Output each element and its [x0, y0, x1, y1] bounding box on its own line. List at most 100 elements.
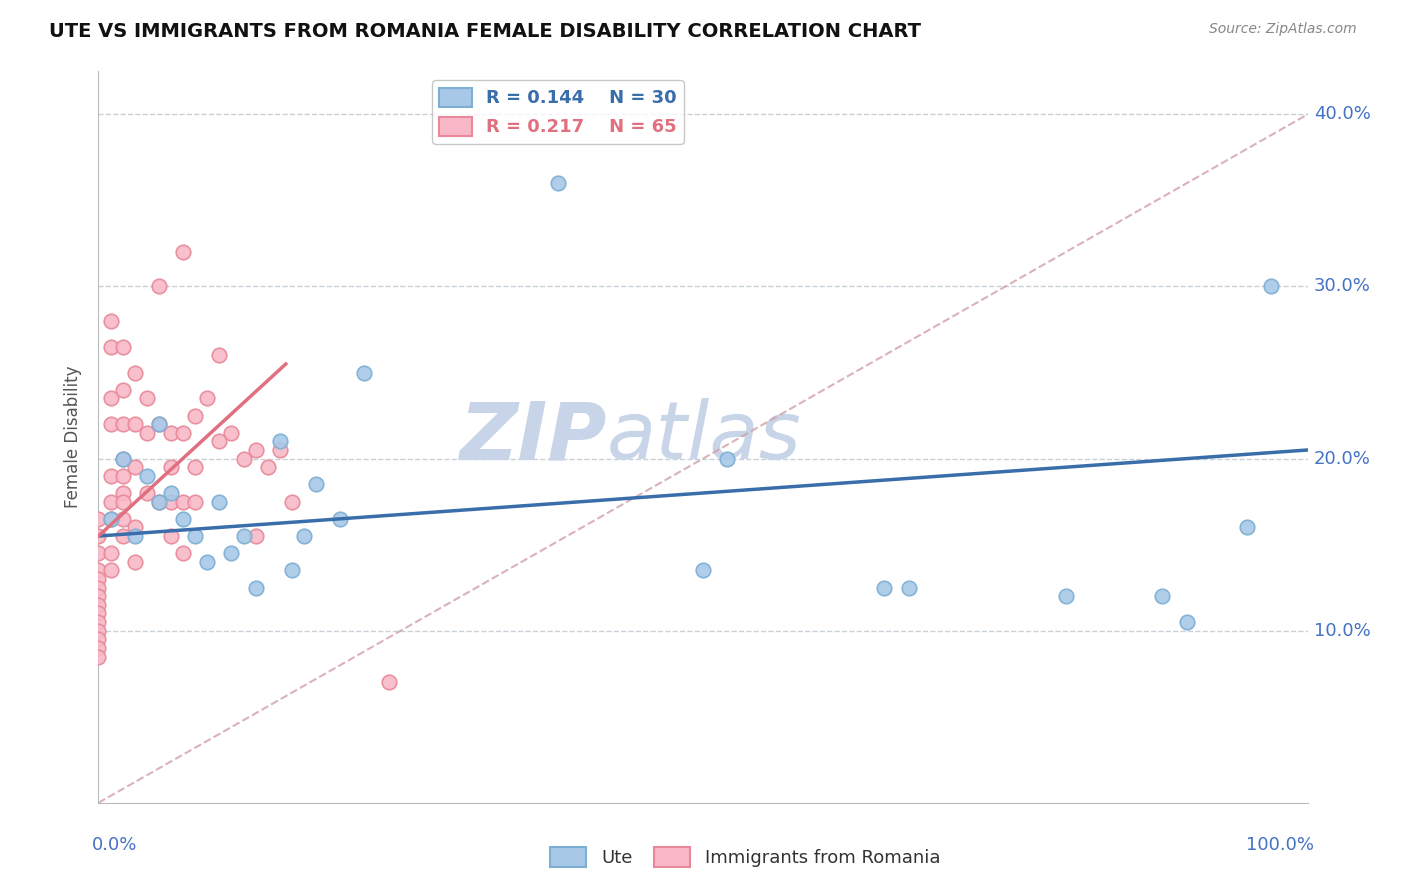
- Point: [269, 442, 291, 457]
- Point: [160, 460, 183, 475]
- Point: [148, 494, 170, 508]
- Point: [87, 564, 110, 578]
- Text: 0.0%: 0.0%: [93, 836, 138, 854]
- Point: [221, 546, 243, 560]
- Point: [172, 494, 194, 508]
- Point: [160, 494, 183, 508]
- Point: [135, 425, 157, 440]
- Point: [100, 314, 122, 328]
- Point: [172, 245, 194, 260]
- Point: [329, 512, 352, 526]
- Point: [87, 607, 110, 621]
- Point: [873, 581, 896, 595]
- Text: ZIP: ZIP: [458, 398, 606, 476]
- Point: [135, 392, 157, 406]
- Point: [208, 494, 231, 508]
- Point: [87, 615, 110, 629]
- Point: [377, 675, 399, 690]
- Point: [87, 640, 110, 655]
- Point: [87, 572, 110, 586]
- Point: [160, 486, 183, 500]
- Point: [305, 477, 328, 491]
- Point: [184, 529, 207, 543]
- Point: [148, 494, 170, 508]
- Point: [716, 451, 738, 466]
- Point: [135, 486, 157, 500]
- Point: [160, 529, 183, 543]
- Point: [100, 564, 122, 578]
- Point: [281, 494, 304, 508]
- Legend: Ute, Immigrants from Romania: Ute, Immigrants from Romania: [543, 839, 948, 874]
- Point: [124, 366, 146, 380]
- Point: [195, 392, 218, 406]
- Point: [692, 564, 714, 578]
- Point: [87, 512, 110, 526]
- Point: [184, 494, 207, 508]
- Point: [160, 425, 183, 440]
- Point: [172, 546, 194, 560]
- Point: [111, 512, 134, 526]
- Point: [100, 512, 122, 526]
- Point: [124, 529, 146, 543]
- Text: 40.0%: 40.0%: [1313, 105, 1371, 123]
- Point: [124, 555, 146, 569]
- Point: [87, 624, 110, 638]
- Point: [111, 468, 134, 483]
- Point: [87, 581, 110, 595]
- Point: [100, 392, 122, 406]
- Point: [148, 279, 170, 293]
- Point: [124, 417, 146, 432]
- Point: [100, 546, 122, 560]
- Point: [1054, 589, 1077, 603]
- Point: [111, 451, 134, 466]
- Point: [195, 555, 218, 569]
- Point: [100, 340, 122, 354]
- Point: [100, 494, 122, 508]
- Point: [87, 649, 110, 664]
- Text: 20.0%: 20.0%: [1313, 450, 1371, 467]
- Point: [87, 546, 110, 560]
- Point: [124, 460, 146, 475]
- Point: [111, 494, 134, 508]
- Point: [232, 451, 254, 466]
- Point: [111, 451, 134, 466]
- Point: [87, 589, 110, 603]
- Point: [172, 425, 194, 440]
- Text: UTE VS IMMIGRANTS FROM ROMANIA FEMALE DISABILITY CORRELATION CHART: UTE VS IMMIGRANTS FROM ROMANIA FEMALE DI…: [49, 22, 921, 41]
- Point: [111, 383, 134, 397]
- Point: [547, 176, 569, 190]
- Point: [245, 442, 267, 457]
- Point: [221, 425, 243, 440]
- Point: [100, 468, 122, 483]
- Point: [208, 348, 231, 362]
- Point: [148, 417, 170, 432]
- Point: [87, 529, 110, 543]
- Point: [100, 417, 122, 432]
- Point: [148, 417, 170, 432]
- Point: [256, 460, 278, 475]
- Text: 10.0%: 10.0%: [1313, 622, 1371, 640]
- Point: [281, 564, 304, 578]
- Text: Source: ZipAtlas.com: Source: ZipAtlas.com: [1209, 22, 1357, 37]
- Point: [1260, 279, 1282, 293]
- Point: [1152, 589, 1174, 603]
- Point: [111, 529, 134, 543]
- Point: [245, 581, 267, 595]
- Text: 30.0%: 30.0%: [1313, 277, 1371, 295]
- Point: [1236, 520, 1258, 534]
- Point: [124, 520, 146, 534]
- Point: [111, 340, 134, 354]
- Point: [292, 529, 315, 543]
- Point: [135, 468, 157, 483]
- Text: atlas: atlas: [606, 398, 801, 476]
- Point: [897, 581, 920, 595]
- Point: [184, 460, 207, 475]
- Point: [111, 417, 134, 432]
- Point: [111, 486, 134, 500]
- Point: [172, 512, 194, 526]
- Point: [87, 632, 110, 647]
- Point: [208, 434, 231, 449]
- Point: [269, 434, 291, 449]
- Point: [184, 409, 207, 423]
- Text: 100.0%: 100.0%: [1246, 836, 1313, 854]
